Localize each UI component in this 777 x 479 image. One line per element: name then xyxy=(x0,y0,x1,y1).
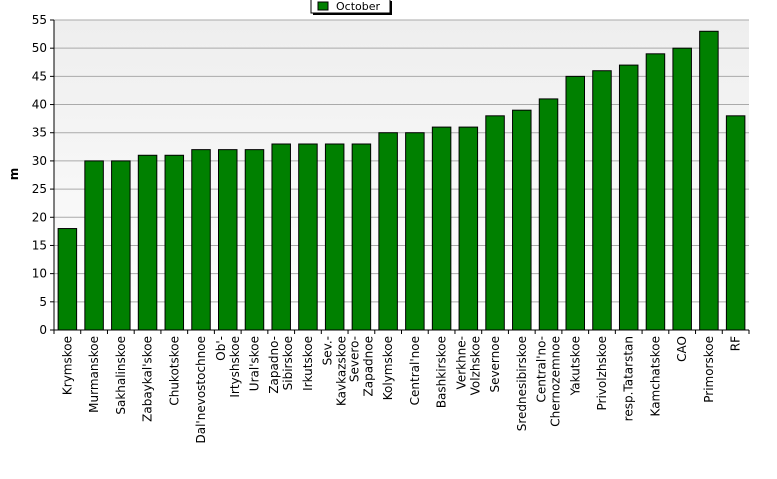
x-tick-label: resp.Tatarstan xyxy=(622,336,636,421)
bar xyxy=(57,228,78,331)
y-axis-ticks: 0 5 10 15 20 25 30 35 40 45 50 55 xyxy=(32,13,54,337)
bar xyxy=(618,64,639,331)
x-tick-label: Zapadnoe xyxy=(361,336,375,397)
y-tick-label: 40 xyxy=(32,98,47,112)
y-tick-label: 15 xyxy=(32,238,47,252)
legend: October xyxy=(310,0,392,15)
x-tick-label: Chukotskoe xyxy=(167,336,181,406)
bar xyxy=(351,143,372,331)
bar xyxy=(84,160,104,331)
bar xyxy=(512,109,532,331)
x-tick-label: Primorskoe xyxy=(702,336,716,403)
y-tick-label: 35 xyxy=(32,126,47,140)
bar xyxy=(645,53,666,331)
bar xyxy=(431,126,452,331)
x-tick-label: Bashkirskoe xyxy=(435,336,449,408)
bar xyxy=(485,115,505,331)
legend-box xyxy=(310,0,391,14)
x-tick-label: Chernozemnoe xyxy=(549,336,563,427)
x-tick-label: Privolzhskoe xyxy=(595,336,609,410)
y-axis-label: m xyxy=(7,168,21,181)
x-tick-label: Sibirskoe xyxy=(281,336,295,390)
bar xyxy=(271,143,291,331)
x-axis-ticks: Krymskoe Murmanskoe Sakhalinskoe Zabaykal's… xyxy=(53,330,750,444)
x-tick-label: Irtyshskoe xyxy=(228,336,242,398)
bar xyxy=(324,143,345,331)
y-tick-label: 5 xyxy=(39,295,47,309)
bar xyxy=(592,70,612,331)
x-tick-label: Volzhskoe xyxy=(468,336,482,395)
x-tick-label: Severnoe xyxy=(488,336,502,393)
x-tick-label: Central'no- xyxy=(535,336,549,403)
y-tick-label: 25 xyxy=(32,182,47,196)
x-tick-label: CAO xyxy=(675,336,689,362)
y-tick-label: 30 xyxy=(32,154,47,168)
bar xyxy=(298,143,318,331)
bar xyxy=(699,30,719,331)
x-tick-label: Dal'nevostochnoe xyxy=(194,336,208,444)
bar xyxy=(191,149,211,331)
plot-area xyxy=(54,20,749,330)
x-tick-label: Krymskoe xyxy=(60,336,74,395)
bar xyxy=(111,160,131,331)
bar xyxy=(405,132,425,331)
x-tick-label: Verkhne- xyxy=(454,336,468,389)
x-tick-label: Zabaykal'skoe xyxy=(141,336,155,422)
x-tick-label: Zapadno- xyxy=(267,336,281,394)
bar xyxy=(672,47,692,331)
bar xyxy=(565,75,585,331)
x-tick-label: Yakutskoe xyxy=(568,336,582,396)
y-tick-label: 45 xyxy=(32,69,47,83)
x-tick-label: Murmanskoe xyxy=(87,336,101,413)
bar xyxy=(458,126,479,331)
x-tick-label: Kavkazskoe xyxy=(335,336,349,406)
x-tick-label: Ob'- xyxy=(214,336,228,361)
bar xyxy=(378,132,398,331)
x-tick-label: Sev.- xyxy=(321,336,335,365)
bar xyxy=(538,98,559,331)
x-tick-label: RF xyxy=(729,336,743,351)
x-tick-label: Kolymskoe xyxy=(381,336,395,400)
x-tick-label: Srednesibirskoe xyxy=(515,336,529,431)
x-tick-label: Central'noe xyxy=(408,336,422,405)
legend-label: October xyxy=(336,0,380,13)
x-tick-label: Severo- xyxy=(347,336,361,382)
y-tick-label: 20 xyxy=(32,210,47,224)
x-tick-label: Sakhalinskoe xyxy=(114,336,128,415)
bar xyxy=(218,149,238,331)
legend-swatch xyxy=(317,1,329,11)
x-tick-label: Irkutskoe xyxy=(301,336,315,391)
bar xyxy=(137,154,158,331)
bar xyxy=(244,149,265,331)
bar xyxy=(725,115,746,331)
y-tick-label: 0 xyxy=(39,323,47,337)
bar xyxy=(164,154,185,331)
x-tick-label: Ural'skoe xyxy=(248,336,262,391)
y-tick-label: 50 xyxy=(32,41,47,55)
x-tick-label: Kamchatskoe xyxy=(648,336,662,416)
y-tick-label: 55 xyxy=(32,13,47,27)
y-tick-label: 10 xyxy=(32,267,47,281)
